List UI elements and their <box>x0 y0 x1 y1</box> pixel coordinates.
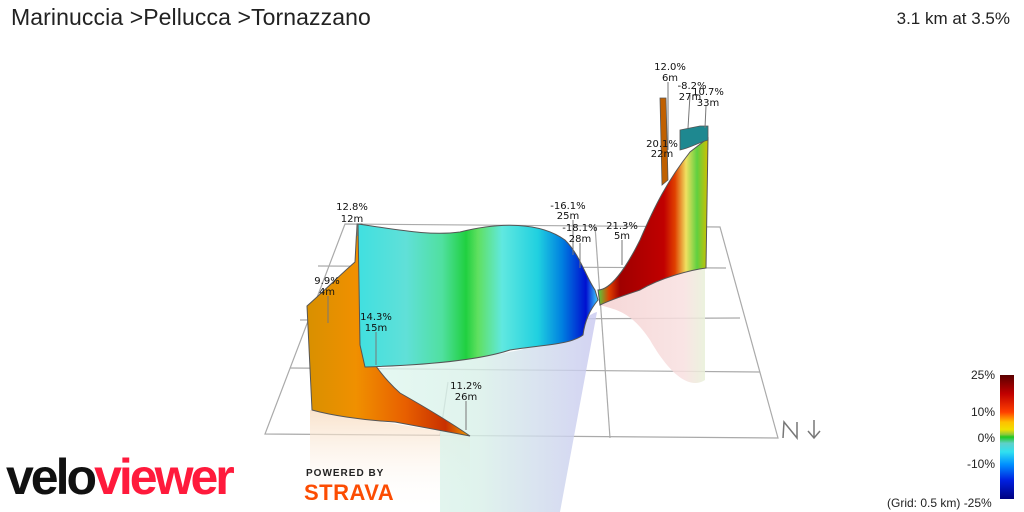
annotation-grade: 12.0% <box>654 62 686 73</box>
segment-stats: 3.1 km at 3.5% <box>896 9 1010 28</box>
profile-shadow-right <box>600 268 705 384</box>
annotation-grade: -8.2% <box>677 81 706 92</box>
annotation-dist: 6m <box>662 73 678 84</box>
legend-tick: -25% <box>963 496 992 510</box>
powered-by-label: POWERED BY <box>306 468 385 479</box>
legend-tick: -10% <box>966 457 995 471</box>
veloviewer-logo[interactable]: veloviewer <box>6 449 235 505</box>
legend-tick: 0% <box>977 431 995 445</box>
annotation-grade: 10.7% <box>692 87 724 98</box>
profile-wall-middle <box>357 223 599 368</box>
annotation-dist: 15m <box>365 323 387 334</box>
grid-scale-note: (Grid: 0.5 km) -25% <box>887 496 992 510</box>
logo-viewer: viewer <box>94 449 235 505</box>
profile-wall-right <box>597 136 709 306</box>
legend-tick: 10% <box>970 405 995 419</box>
annotation-leaders <box>327 82 707 430</box>
annotation-grade: 14.3% <box>360 312 392 323</box>
annotation-grade: 9.9% <box>314 276 339 287</box>
annotation-dist: 27m <box>679 92 701 103</box>
logo-velo: velo <box>6 449 97 505</box>
annotation-grade: -18.1% <box>562 223 597 234</box>
profile-peak-teal <box>679 125 709 151</box>
annotation-dist: 26m <box>455 392 477 403</box>
annotation-dist: 4m <box>319 287 335 298</box>
compass-north-icon <box>782 420 821 441</box>
annotation-dist: 22m <box>651 149 673 160</box>
segment-title: Marinuccia >Pellucca >Tornazzano <box>11 4 371 30</box>
annotation-grade: -16.1% <box>550 201 585 212</box>
grid-scale-label: (Grid: 0.5 km) <box>887 496 961 510</box>
annotation-grade: 21.3% <box>606 221 638 232</box>
annotation-grade: 20.1% <box>646 139 678 150</box>
profile-peak-orange <box>659 97 669 186</box>
profile-wall-left <box>306 223 471 437</box>
legend-tick: 25% <box>970 368 995 382</box>
annotation-dist: 25m <box>557 211 579 222</box>
annotation-grade: 11.2% <box>450 381 482 392</box>
profile-shadow-left <box>310 410 470 512</box>
grade-color-legend <box>1000 375 1014 499</box>
annotation-grade: 12.8% <box>336 202 368 213</box>
profile-shadow-mid <box>360 312 597 512</box>
annotation-dist: 33m <box>697 98 719 109</box>
annotation-dist: 12m <box>341 214 363 225</box>
strava-logo[interactable]: STRAVA <box>304 480 395 505</box>
annotation-dist: 28m <box>569 234 591 245</box>
annotation-dist: 5m <box>614 231 630 242</box>
